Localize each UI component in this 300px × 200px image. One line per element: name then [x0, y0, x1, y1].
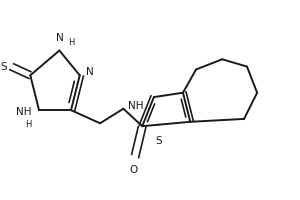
Text: NH: NH: [16, 107, 32, 117]
Text: H: H: [26, 120, 32, 129]
Text: S: S: [0, 62, 7, 72]
Text: NH: NH: [128, 101, 143, 111]
Text: N: N: [56, 33, 63, 43]
Text: S: S: [155, 136, 162, 146]
Text: O: O: [129, 165, 138, 175]
Text: N: N: [86, 67, 94, 77]
Text: H: H: [68, 38, 74, 47]
